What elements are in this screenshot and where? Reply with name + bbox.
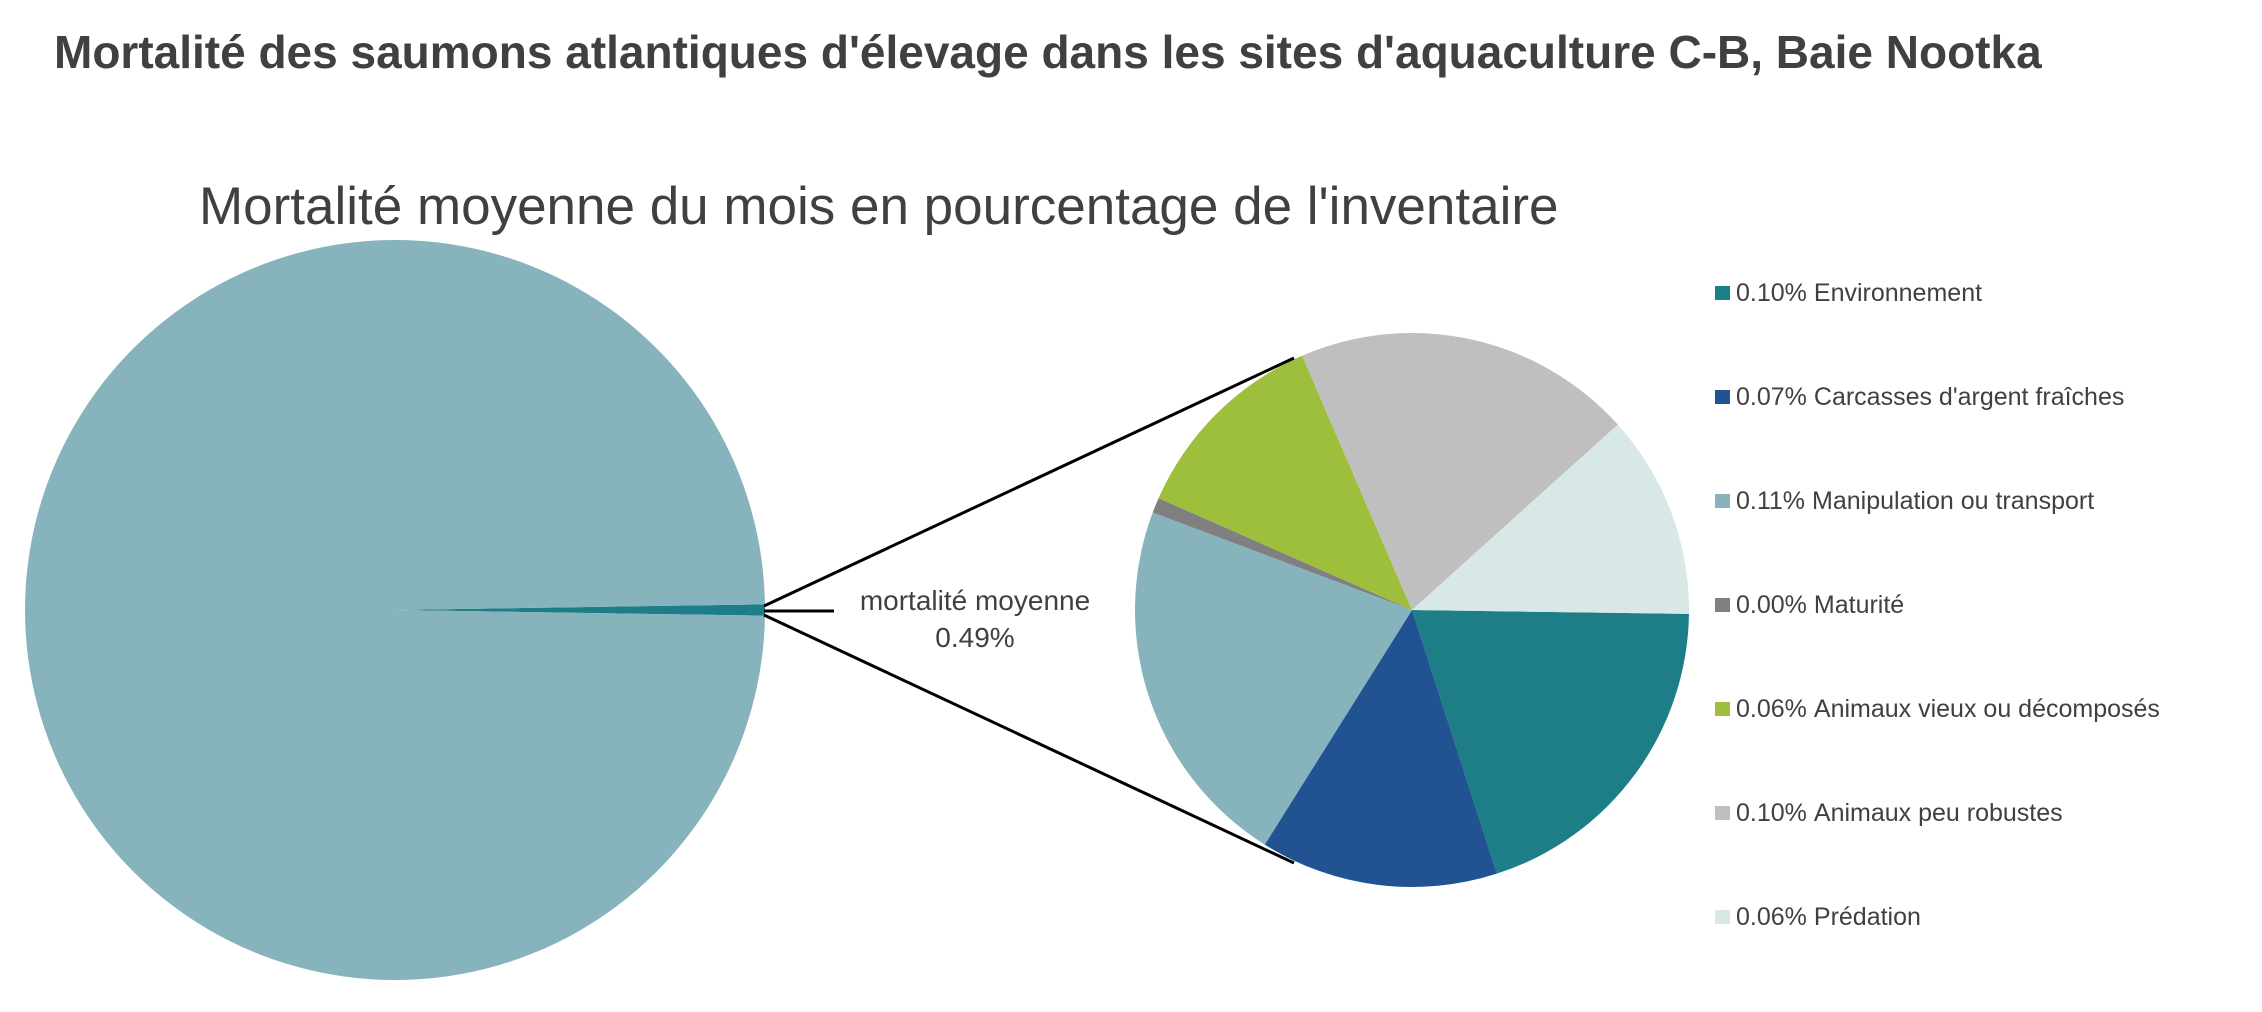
chart-subtitle: Mortalité moyenne du mois en pourcentage… <box>199 177 1559 236</box>
legend-swatch-icon <box>1715 598 1730 612</box>
legend-item-carcasses: 0.07% Carcasses d'argent fraîches <box>1715 376 2160 480</box>
legend-item-animaux-peu-robustes: 0.10% Animaux peu robustes <box>1715 792 2160 896</box>
legend-swatch-icon <box>1715 806 1730 820</box>
pie-slice-manipulation-ou-transport <box>1134 512 1412 845</box>
legend-value: 0.00% <box>1736 591 1807 619</box>
primary-pie <box>25 240 766 981</box>
pie-slice-mortalite-moyenne <box>395 604 766 616</box>
legend-swatch-icon <box>1715 494 1730 508</box>
legend-value: 0.11% <box>1736 487 1806 515</box>
legend-label: Prédation <box>1813 903 1921 931</box>
legend-value: 0.06% <box>1736 695 1807 723</box>
legend-label: Animaux vieux ou décomposés <box>1813 695 2160 723</box>
aggregate-label-value: 0.49% <box>935 622 1015 653</box>
legend-label: Environnement <box>1813 279 1983 307</box>
legend-label: Maturité <box>1813 591 1905 619</box>
aggregate-label-name: mortalité moyenne <box>859 585 1091 616</box>
chart-title: Mortalité des saumons atlantiques d'élev… <box>54 26 2042 78</box>
legend-value: 0.10% <box>1736 799 1807 827</box>
legend-swatch-icon <box>1715 390 1730 404</box>
legend-swatch-icon <box>1715 702 1730 716</box>
secondary-pie <box>1134 333 1689 888</box>
connector-lines <box>763 356 1295 865</box>
legend-item-manipulation: 0.11% Manipulation ou transport <box>1715 480 2160 584</box>
pie-slice-inventaire-restant <box>25 240 765 981</box>
legend-swatch-icon <box>1715 286 1730 300</box>
legend-item-animaux-vieux: 0.06% Animaux vieux ou décomposés <box>1715 688 2160 792</box>
legend-label: Animaux peu robustes <box>1813 799 2063 827</box>
legend: 0.10% Environnement 0.07% Carcasses d'arge… <box>1715 272 2160 1000</box>
pie-slice-animaux-vieux-ou-decomposes <box>1158 355 1412 610</box>
legend-item-maturite: 0.00% Maturité <box>1715 584 2160 688</box>
pie-slice-maturite <box>1152 498 1412 610</box>
pie-slice-animaux-peu-robustes <box>1302 333 1618 610</box>
legend-item-predation: 0.06% Prédation <box>1715 896 2160 1000</box>
legend-label: Manipulation ou transport <box>1812 487 2095 515</box>
legend-value: 0.06% <box>1736 903 1807 931</box>
pie-slice-predation <box>1412 424 1689 614</box>
connector-line-top <box>763 356 1295 608</box>
pie-slice-environnement <box>1412 610 1689 874</box>
legend-item-environnement: 0.10% Environnement <box>1715 272 2160 376</box>
connector-line-bottom <box>763 613 1295 865</box>
legend-value: 0.10% <box>1736 279 1807 307</box>
legend-swatch-icon <box>1715 910 1730 924</box>
legend-value: 0.07% <box>1736 383 1807 411</box>
pie-slice-carcasses-d-argent-fraiches <box>1264 610 1497 888</box>
legend-label: Carcasses d'argent fraîches <box>1813 383 2125 411</box>
aggregate-data-label: mortalité moyenne 0.49% <box>844 582 1106 656</box>
